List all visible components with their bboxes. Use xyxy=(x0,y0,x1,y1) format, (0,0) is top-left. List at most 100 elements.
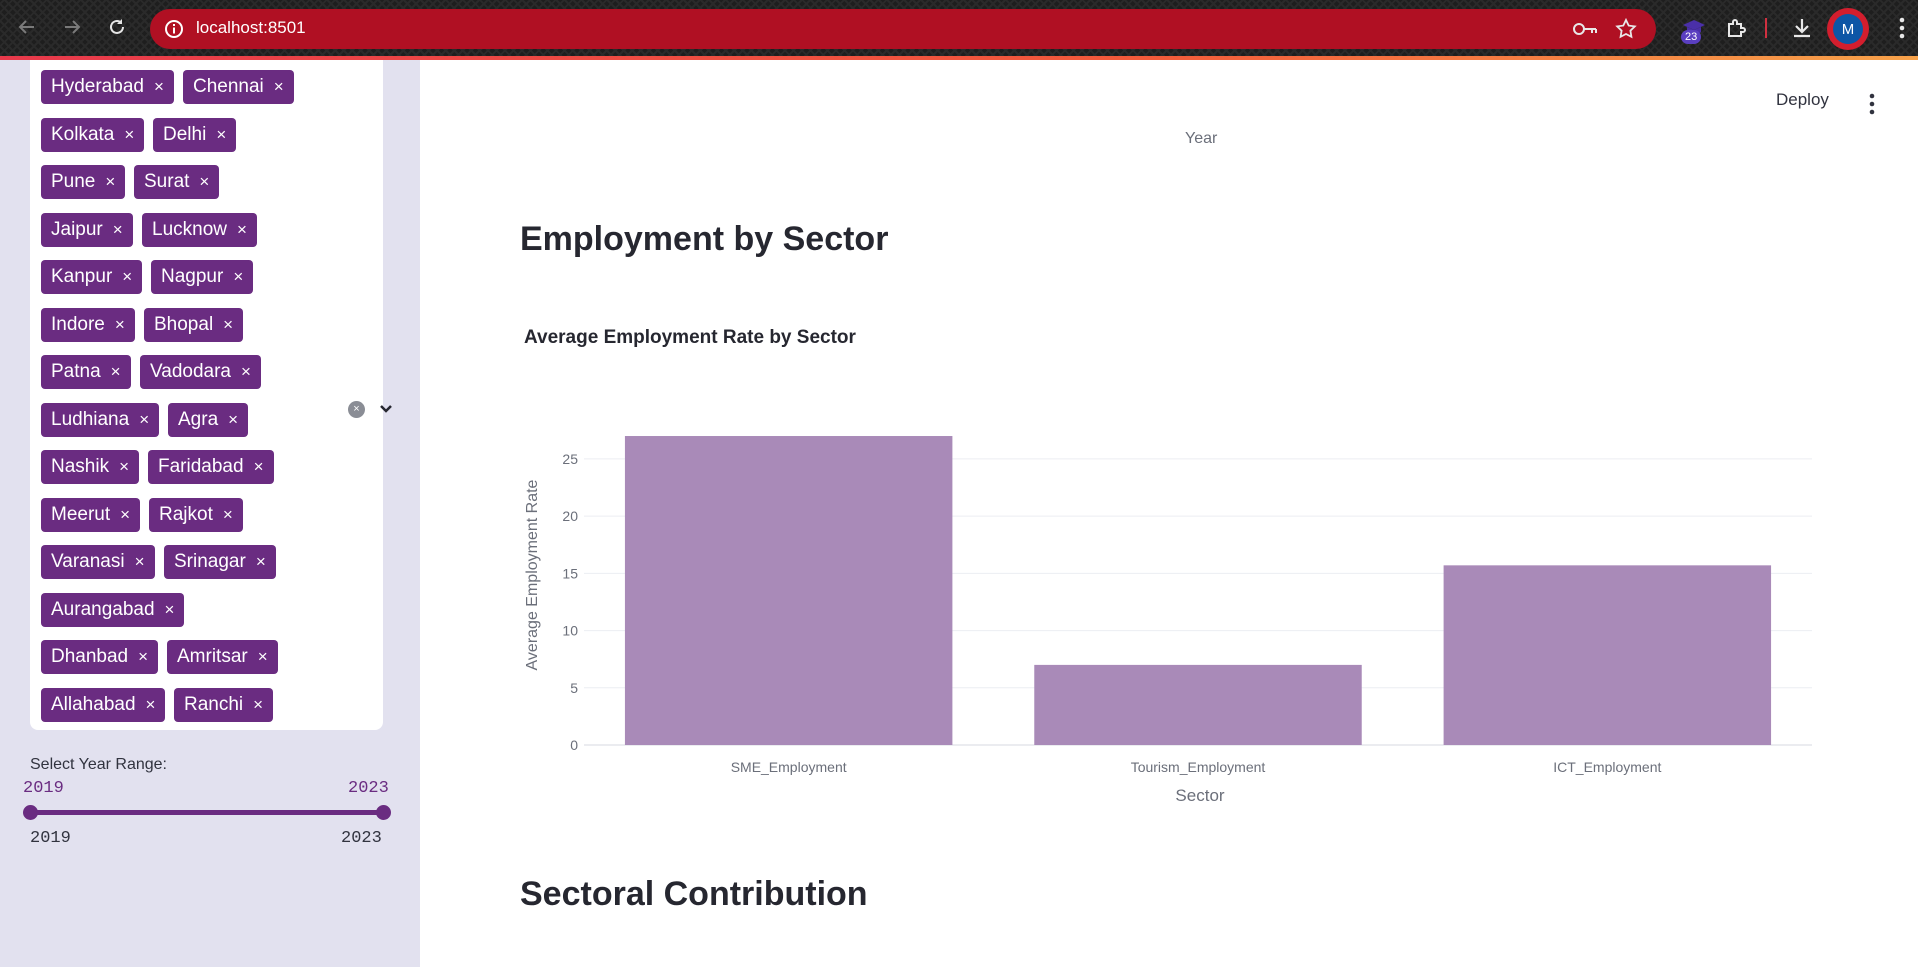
remove-chip-icon[interactable]: × xyxy=(145,695,156,714)
city-chip[interactable]: Bhopal × xyxy=(144,308,244,342)
remove-chip-icon[interactable]: × xyxy=(216,125,227,144)
city-chip[interactable]: Patna × xyxy=(41,355,131,389)
remove-chip-icon[interactable]: × xyxy=(112,220,123,239)
remove-chip-icon[interactable]: × xyxy=(257,647,268,666)
city-chip[interactable]: Dhanbad × xyxy=(41,640,159,674)
city-chip-label: Indore xyxy=(51,314,105,335)
section-title-contribution: Sectoral Contribution xyxy=(520,875,868,913)
slider-end-thumb[interactable] xyxy=(376,805,391,820)
remove-chip-icon[interactable]: × xyxy=(233,267,244,286)
back-button[interactable] xyxy=(12,12,42,42)
city-chip[interactable]: Ludhiana × xyxy=(41,403,160,437)
city-chip[interactable]: Allahabad × xyxy=(41,688,166,722)
remove-chip-icon[interactable]: × xyxy=(153,77,164,96)
slider-min-label: 2019 xyxy=(30,829,71,848)
city-chip[interactable]: Vadodara × xyxy=(140,355,261,389)
remove-chip-icon[interactable]: × xyxy=(255,552,266,571)
city-chip-label: Allahabad xyxy=(51,694,136,715)
city-chip[interactable]: Srinagar × xyxy=(164,545,276,579)
city-chip[interactable]: Nagpur × xyxy=(151,260,254,294)
chevron-down-icon[interactable] xyxy=(376,399,396,419)
city-chip[interactable]: Indore × xyxy=(41,308,135,342)
city-chip[interactable]: Kolkata × xyxy=(41,118,145,152)
city-chip[interactable]: Jaipur × xyxy=(41,213,133,247)
remove-chip-icon[interactable]: × xyxy=(164,600,175,619)
key-icon[interactable] xyxy=(1572,17,1598,41)
city-chip[interactable]: Agra × xyxy=(168,403,249,437)
deploy-button[interactable]: Deploy xyxy=(1776,90,1829,109)
year-range-slider[interactable] xyxy=(30,810,383,815)
bar-tourism-employment[interactable] xyxy=(1034,664,1362,745)
city-chip[interactable]: Meerut × xyxy=(41,498,141,532)
arrow-right-icon xyxy=(65,20,81,34)
remove-chip-icon[interactable]: × xyxy=(228,410,239,429)
x-axis-title: Sector xyxy=(1175,786,1224,805)
remove-chip-icon[interactable]: × xyxy=(223,315,234,334)
y-axis-title: Average Employment Rate xyxy=(524,479,541,670)
clear-all-icon[interactable]: × xyxy=(348,401,365,418)
city-chip[interactable]: Amritsar × xyxy=(167,640,278,674)
forward-button[interactable] xyxy=(57,12,87,42)
toolbar-separator xyxy=(1765,18,1767,38)
remove-chip-icon[interactable]: × xyxy=(110,362,121,381)
remove-chip-icon[interactable]: × xyxy=(199,172,210,191)
browser-toolbar: localhost:8501 23 M xyxy=(0,0,1918,56)
remove-chip-icon[interactable]: × xyxy=(138,647,149,666)
app-menu-icon[interactable] xyxy=(1866,92,1878,116)
remove-chip-icon[interactable]: × xyxy=(237,220,247,239)
remove-chip-icon[interactable]: × xyxy=(119,457,130,476)
remove-chip-icon[interactable]: × xyxy=(241,362,251,381)
city-chip-label: Meerut xyxy=(51,504,111,525)
city-chip-label: Vadodara xyxy=(150,361,231,382)
employment-bar-chart[interactable]: 0 5 10 15 20 25 SME_Employment Tourism_Employme… xyxy=(500,400,1830,820)
city-chip-label: Faridabad xyxy=(158,456,244,477)
browser-menu-button[interactable] xyxy=(1886,12,1918,44)
sidebar: Hyderabad × Chennai × Kolkata × Delhi × Pune × Sur… xyxy=(0,60,420,967)
reload-button[interactable] xyxy=(102,12,132,42)
bar-ict-employment[interactable] xyxy=(1443,565,1772,745)
remove-chip-icon[interactable]: × xyxy=(253,695,264,714)
city-chip[interactable]: Lucknow × xyxy=(142,213,257,247)
star-icon[interactable] xyxy=(1614,17,1638,41)
extension-badge: 23 xyxy=(1681,30,1702,44)
downloads-button[interactable] xyxy=(1786,12,1818,44)
city-chip[interactable]: Pune × xyxy=(41,165,126,199)
bar-sme-employment[interactable] xyxy=(624,436,953,745)
city-chip[interactable]: Aurangabad × xyxy=(41,593,185,627)
city-chip[interactable]: Hyderabad × xyxy=(41,70,174,104)
remove-chip-icon[interactable]: × xyxy=(134,552,145,571)
remove-chip-icon[interactable]: × xyxy=(122,267,133,286)
remove-chip-icon[interactable]: × xyxy=(124,125,135,144)
extensions-button[interactable] xyxy=(1720,12,1752,44)
remove-chip-icon[interactable]: × xyxy=(105,172,116,191)
remove-chip-icon[interactable]: × xyxy=(114,315,125,334)
slider-start-thumb[interactable] xyxy=(23,805,38,820)
city-chip-label: Varanasi xyxy=(51,551,125,572)
remove-chip-icon[interactable]: × xyxy=(120,505,131,524)
info-icon[interactable] xyxy=(164,19,184,39)
address-bar[interactable]: localhost:8501 xyxy=(150,9,1656,49)
city-chip[interactable]: Ranchi × xyxy=(174,688,274,722)
city-chip[interactable]: Nashik × xyxy=(41,450,140,484)
city-chip[interactable]: Rajkot × xyxy=(149,498,243,532)
remove-chip-icon[interactable]: × xyxy=(273,77,284,96)
city-chip[interactable]: Kanpur × xyxy=(41,260,143,294)
profile-avatar[interactable]: M xyxy=(1827,8,1869,50)
arrow-left-icon xyxy=(18,20,34,34)
remove-chip-icon[interactable]: × xyxy=(222,505,233,524)
avatar-initial: M xyxy=(1833,14,1863,44)
city-chip-label: Srinagar xyxy=(174,551,246,572)
city-chip[interactable]: Faridabad × xyxy=(148,450,274,484)
y-tick-label: 25 xyxy=(562,451,578,467)
city-chip-label: Rajkot xyxy=(159,504,213,525)
city-chip-label: Pune xyxy=(51,171,96,192)
city-chip[interactable]: Varanasi × xyxy=(41,545,155,579)
year-range-label: Select Year Range: xyxy=(30,756,167,773)
previous-chart-x-axis-title: Year xyxy=(1185,130,1218,147)
city-multiselect[interactable]: Hyderabad × Chennai × Kolkata × Delhi × Pune × Sur… xyxy=(30,60,392,730)
city-chip[interactable]: Delhi × xyxy=(153,118,237,152)
city-chip[interactable]: Chennai × xyxy=(183,70,294,104)
remove-chip-icon[interactable]: × xyxy=(253,457,264,476)
city-chip[interactable]: Surat × xyxy=(134,165,220,199)
remove-chip-icon[interactable]: × xyxy=(139,410,150,429)
